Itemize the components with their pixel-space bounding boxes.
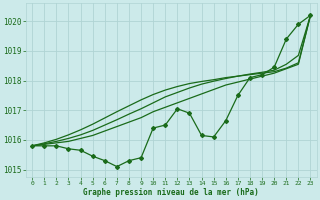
X-axis label: Graphe pression niveau de la mer (hPa): Graphe pression niveau de la mer (hPa) (84, 188, 259, 197)
